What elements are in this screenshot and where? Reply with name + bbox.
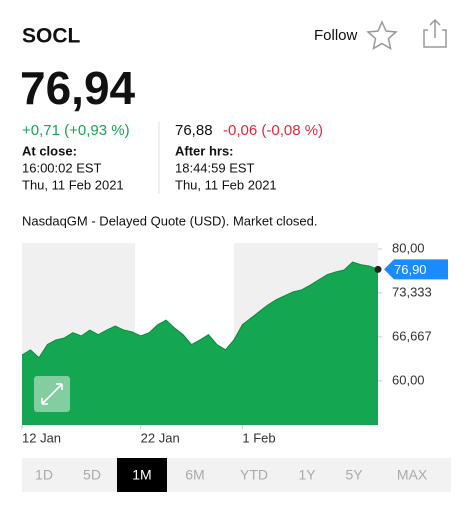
- range-button[interactable]: 1D: [35, 467, 53, 483]
- y-tick-label: 80,00: [392, 240, 425, 255]
- range-selected: [117, 458, 167, 492]
- range-button[interactable]: 1M: [132, 467, 151, 483]
- range-button[interactable]: 6M: [185, 467, 204, 483]
- x-tick-label: 12 Jan: [22, 430, 61, 445]
- follow[interactable]: Follow: [314, 27, 358, 44]
- range-bar: [22, 458, 451, 492]
- x-tick-label: 1 Feb: [242, 430, 275, 445]
- y-tick-label: 73,333: [392, 284, 432, 299]
- close-time: 16:00:02 EST: [22, 160, 102, 175]
- after-change: -0,06 (-0,08 %): [223, 122, 323, 139]
- after-date: Thu, 11 Feb 2021: [175, 177, 277, 192]
- after-time: 18:44:59 EST: [175, 160, 255, 175]
- x-tick-label: 22 Jan: [141, 430, 180, 445]
- after-label: After hrs:: [175, 143, 234, 158]
- close-date: Thu, 11 Feb 2021: [22, 177, 124, 192]
- last-label: 76,90: [394, 262, 427, 277]
- y-tick-label: 60,00: [392, 372, 425, 387]
- range-button[interactable]: YTD: [240, 467, 268, 483]
- price-flag: [384, 259, 448, 280]
- change: +0,71 (+0,93 %): [22, 122, 130, 139]
- range-button[interactable]: 5D: [83, 467, 101, 483]
- area: [22, 262, 378, 425]
- y-tick-label: 66,667: [392, 328, 432, 343]
- range-button[interactable]: MAX: [397, 467, 428, 483]
- last-point: [374, 265, 382, 273]
- symbol: SOCL: [22, 25, 81, 48]
- close-label: At close:: [22, 143, 77, 158]
- range-button[interactable]: 5Y: [345, 467, 363, 483]
- notice: NasdaqGM - Delayed Quote (USD). Market c…: [22, 213, 318, 228]
- share-icon[interactable]: [423, 18, 447, 48]
- range-button[interactable]: 1Y: [298, 467, 316, 483]
- after-price: 76,88: [175, 122, 213, 139]
- ranges: 1D 5D 1M 6M YTD 1Y 5Y MAX: [35, 458, 428, 492]
- star-icon[interactable]: [366, 20, 398, 50]
- line: [21, 261, 379, 359]
- chart: 80,00 73,333 66,667 60,00 76,90 12 Jan 22 Jan 1…: [21, 240, 448, 445]
- price: 76,94: [20, 62, 136, 114]
- expand-icon: [41, 383, 63, 405]
